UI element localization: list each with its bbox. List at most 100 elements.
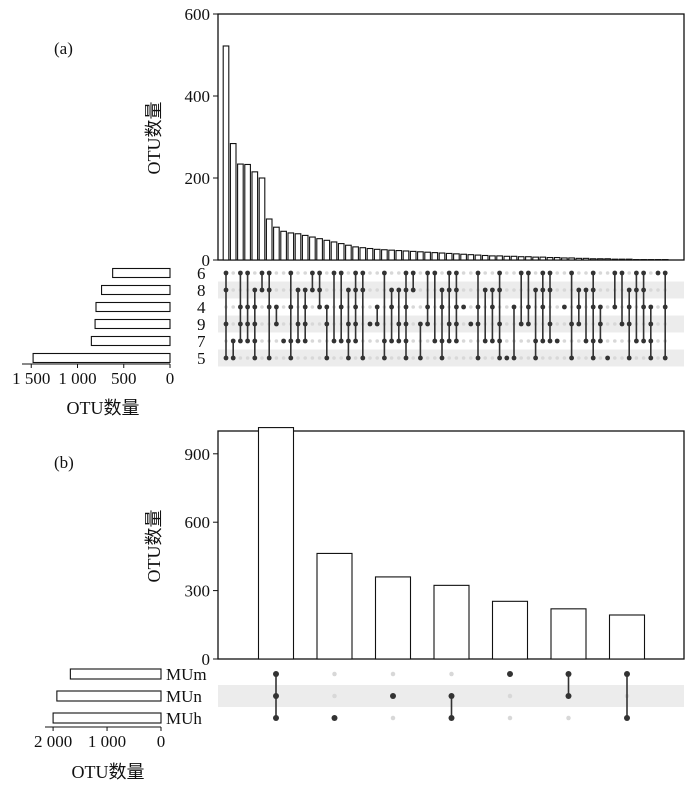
- panel-a-matrix-dot-empty: [461, 322, 466, 326]
- panel-a-matrix-dot-filled: [302, 287, 308, 293]
- panel-a-bar: [568, 257, 575, 261]
- panel-a-matrix-dot-filled: [389, 338, 394, 344]
- panel-a-matrix-dot-filled: [454, 270, 459, 276]
- panel-a-matrix-dot-empty: [656, 356, 660, 360]
- panel-a-matrix-dot-filled: [432, 338, 438, 344]
- panel-a-set-size-bar: [112, 267, 171, 279]
- panel-a-bar: [517, 256, 525, 261]
- panel-a-matrix-dot-filled: [410, 270, 416, 276]
- panel-a-matrix-dot-filled: [403, 304, 409, 310]
- panel-a-matrix-dot-empty: [627, 271, 631, 275]
- panel-a-matrix-dot-empty: [375, 271, 380, 275]
- panel-a-matrix-dot-filled: [598, 304, 603, 310]
- panel-a-matrix-dot-empty: [505, 305, 509, 309]
- panel-a-matrix-dot-filled: [360, 355, 366, 361]
- panel-a-matrix-dot-filled: [662, 270, 668, 276]
- panel-a-matrix-dot-empty: [389, 271, 394, 275]
- panel-a-matrix-dot-filled: [490, 287, 495, 293]
- panel-a-matrix-dot-empty: [656, 305, 660, 309]
- panel-a-matrix-dot-filled: [238, 338, 243, 344]
- panel-a-matrix-dot-filled: [346, 338, 351, 344]
- panel-a-matrix-dot-empty: [317, 339, 322, 343]
- panel-a-matrix-dot-empty: [605, 305, 610, 309]
- panel-a-matrix-dot-empty: [613, 356, 617, 360]
- panel-a-matrix-dot-filled: [475, 321, 481, 327]
- panel-a-matrix-dot-empty: [483, 271, 488, 275]
- panel-a-matrix-dot-filled: [526, 270, 531, 276]
- panel-a-matrix-dot-empty: [584, 271, 588, 275]
- panel-a-matrix-dot-filled: [540, 304, 546, 310]
- panel-a-matrix-dot-filled: [338, 338, 344, 344]
- panel-a-matrix-dot-filled: [223, 270, 229, 276]
- panel-b-matrix-dot-filled: [565, 671, 572, 677]
- panel-a-matrix-dot-filled: [238, 270, 243, 276]
- panel-a-matrix-dot-empty: [440, 271, 444, 275]
- panel-a-matrix-dot-empty: [339, 356, 344, 360]
- panel-a-matrix-dot-filled: [590, 270, 596, 276]
- panel-a-matrix-dot-filled: [259, 287, 265, 293]
- panel-b-set-size-bar: [56, 690, 162, 702]
- panel-b-matrix-dot-empty: [390, 715, 396, 721]
- panel-a-set-xlabel: OTU数量: [67, 398, 140, 418]
- panel-a-matrix-dot-filled: [634, 287, 639, 293]
- panel-a-set-label: 5: [197, 349, 206, 368]
- panel-a-bar: [273, 226, 280, 261]
- panel-a-matrix-dot-filled: [382, 338, 387, 344]
- panel-a-bar: [510, 255, 518, 261]
- panel-a-matrix-dot-filled: [562, 304, 567, 310]
- panel-a-bar: [237, 163, 244, 261]
- panel-a-bar: [618, 258, 626, 261]
- panel-a-matrix-dot-filled: [288, 270, 294, 276]
- panel-a-matrix-dot-filled: [245, 270, 251, 276]
- panel-b-matrix-dot-filled: [331, 715, 338, 721]
- panel-a-matrix-dot-empty: [411, 356, 416, 360]
- panel-a-matrix-dot-filled: [612, 270, 618, 276]
- panel-a-matrix-dot-empty: [454, 356, 459, 360]
- panel-a-matrix-dot-filled: [223, 321, 229, 327]
- panel-b-set-label: MUm: [166, 665, 207, 684]
- panel-b-matrix-dot-filled: [565, 693, 572, 699]
- panel-a-matrix-dot-empty: [519, 339, 523, 343]
- panel-a-matrix-dot-filled: [497, 287, 502, 293]
- panel-a-matrix-dot-filled: [641, 287, 646, 293]
- panel-a-matrix-dot-filled: [641, 270, 646, 276]
- panel-a-matrix-dot-empty: [425, 356, 430, 360]
- panel-a-matrix-dot-filled: [259, 270, 265, 276]
- panel-a-bar: [417, 251, 424, 261]
- panel-a-matrix-dot-filled: [511, 355, 517, 361]
- panel-a-matrix-dot-empty: [310, 322, 315, 326]
- panel-a-matrix-dot-empty: [598, 271, 603, 275]
- panel-a-ytick-label: 400: [185, 87, 211, 106]
- panel-a-matrix-dot-empty: [368, 271, 372, 275]
- panel-a-matrix-dot-empty: [562, 339, 567, 343]
- panel-a-matrix-dot-empty: [296, 356, 300, 360]
- panel-a-ytick-label: 600: [185, 5, 211, 24]
- panel-a-matrix-dot-empty: [375, 288, 380, 292]
- panel-a-bar: [496, 255, 503, 261]
- panel-a-matrix-dot-empty: [613, 322, 617, 326]
- panel-a-bar: [553, 256, 561, 261]
- panel-a-matrix-dot-filled: [353, 338, 358, 344]
- panel-a-matrix-dot-filled: [583, 287, 589, 293]
- panel-a-ylabel: OTU数量: [144, 102, 164, 175]
- panel-a-bar: [294, 233, 302, 261]
- panel-a-matrix-dot-empty: [253, 271, 257, 275]
- panel-a-matrix-dot-filled: [619, 321, 625, 327]
- panel-a-matrix-dot-empty: [533, 271, 538, 275]
- panel-b-bar: [550, 608, 587, 660]
- panel-a-matrix-dot-filled: [338, 304, 344, 310]
- panel-a-matrix-dot-empty: [505, 322, 509, 326]
- panel-a-matrix-dot-filled: [626, 287, 632, 293]
- panel-a-bar: [431, 252, 439, 261]
- panel-a-matrix-dot-filled: [598, 338, 603, 344]
- panel-b-matrix-dot-empty: [449, 671, 454, 677]
- panel-a-matrix-dot-empty: [296, 271, 300, 275]
- panel-a-matrix-dot-filled: [360, 270, 366, 276]
- panel-a-matrix-dot-filled: [317, 270, 322, 276]
- panel-a-matrix-dot-empty: [310, 356, 315, 360]
- panel-a-matrix-dot-empty: [397, 356, 401, 360]
- panel-a-matrix-dot-filled: [274, 304, 279, 310]
- panel-a-bar: [467, 254, 475, 261]
- panel-a-matrix-dot-filled: [454, 321, 459, 327]
- panel-a-matrix-dot-filled: [533, 287, 538, 293]
